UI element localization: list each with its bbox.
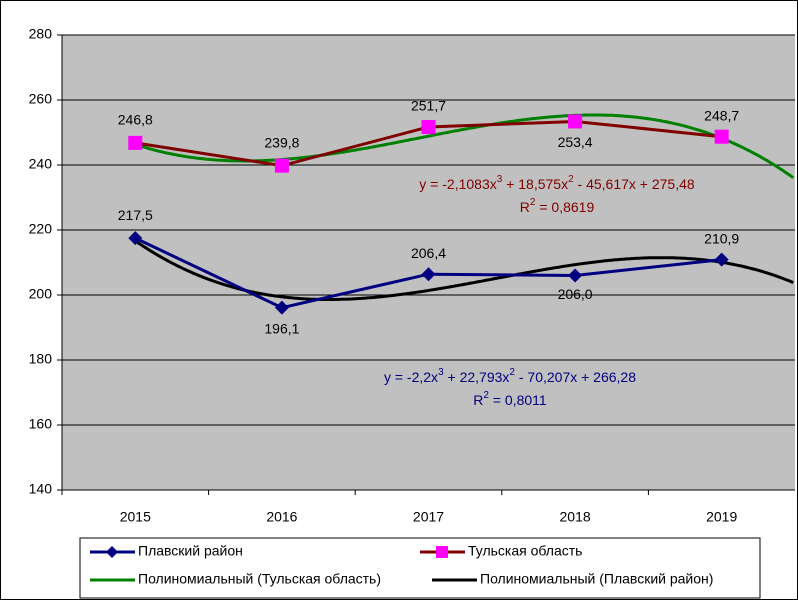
superscript: 2 bbox=[530, 197, 536, 208]
data-label: 251,7 bbox=[411, 98, 446, 114]
legend-label: Полиномиальный (Плавский район) bbox=[480, 571, 713, 587]
data-label: 217,5 bbox=[118, 207, 153, 223]
superscript: 3 bbox=[497, 174, 503, 185]
marker bbox=[128, 135, 143, 150]
superscript: 2 bbox=[509, 367, 515, 378]
marker bbox=[274, 158, 289, 173]
x-tick-label: 2019 bbox=[706, 509, 737, 525]
data-label: 206,0 bbox=[558, 286, 593, 302]
equation-part: y = -2,2x bbox=[384, 369, 438, 385]
equation-part: - 45,617x + 275,48 bbox=[574, 176, 695, 192]
y-tick-label: 160 bbox=[29, 416, 53, 432]
equation-part: y = -2,1083x bbox=[419, 176, 496, 192]
equation-part: = 0,8619 bbox=[535, 199, 594, 215]
marker bbox=[714, 252, 729, 267]
data-label: 248,7 bbox=[704, 107, 739, 123]
equation-part: R bbox=[520, 199, 530, 215]
equation-part: R bbox=[473, 392, 483, 408]
marker bbox=[714, 129, 729, 144]
superscript: 3 bbox=[438, 367, 444, 378]
legend-marker bbox=[106, 546, 118, 558]
data-label: 253,4 bbox=[558, 134, 593, 150]
data-label: 196,1 bbox=[264, 320, 299, 336]
marker bbox=[568, 268, 583, 283]
legend bbox=[79, 537, 761, 599]
y-tick-label: 260 bbox=[29, 91, 53, 107]
x-tick-label: 2017 bbox=[413, 509, 444, 525]
y-tick-label: 140 bbox=[29, 481, 53, 497]
x-tick-label: 2016 bbox=[266, 509, 297, 525]
equation-part: + 22,793x bbox=[444, 369, 510, 385]
equation-part: + 18,575x bbox=[502, 176, 568, 192]
data-label: 206,4 bbox=[411, 245, 446, 261]
equation: y = -2,1083x3 + 18,575x2 - 45,617x + 275… bbox=[419, 174, 695, 192]
marker bbox=[128, 231, 143, 246]
equation-part: = 0,8011 bbox=[489, 392, 547, 408]
equation-part: - 70,207x + 266,28 bbox=[515, 369, 636, 385]
marker bbox=[568, 114, 583, 129]
legend-label: Полиномиальный (Тульская область) bbox=[138, 571, 381, 587]
equation: R2 = 0,8011 bbox=[473, 390, 547, 408]
legend-marker bbox=[436, 546, 448, 558]
data-label: 210,9 bbox=[704, 230, 739, 246]
y-tick-label: 240 bbox=[29, 156, 53, 172]
marker bbox=[421, 267, 436, 282]
superscript: 2 bbox=[483, 390, 489, 401]
equation: y = -2,2x3 + 22,793x2 - 70,207x + 266,28 bbox=[384, 367, 636, 385]
y-tick-label: 220 bbox=[29, 221, 53, 237]
x-tick-label: 2015 bbox=[120, 509, 151, 525]
equation: R2 = 0,8619 bbox=[520, 197, 595, 215]
data-label: 239,8 bbox=[264, 134, 299, 150]
data-label: 246,8 bbox=[118, 112, 153, 128]
superscript: 2 bbox=[568, 174, 574, 185]
marker bbox=[421, 119, 436, 134]
marker bbox=[274, 300, 289, 315]
x-tick-label: 2018 bbox=[560, 509, 591, 525]
legend-label: Плавский район bbox=[138, 543, 243, 559]
y-tick-label: 200 bbox=[29, 286, 53, 302]
y-tick-label: 180 bbox=[29, 351, 53, 367]
y-tick-label: 280 bbox=[29, 26, 53, 42]
legend-label: Тульская область bbox=[468, 543, 582, 559]
